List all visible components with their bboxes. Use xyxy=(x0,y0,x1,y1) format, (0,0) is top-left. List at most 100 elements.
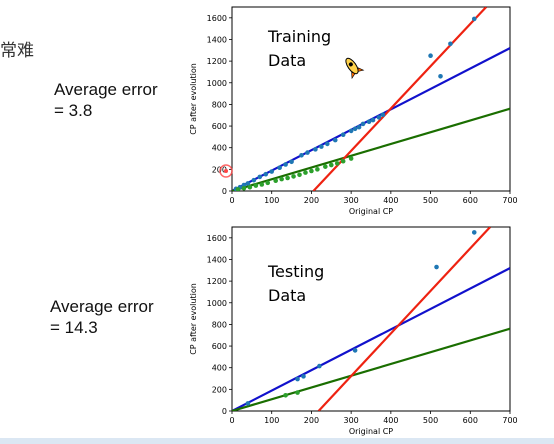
testing-error-label: Average error xyxy=(50,297,154,316)
testing-y-tick-label: 800 xyxy=(212,320,227,329)
training-series-2-point xyxy=(291,174,296,179)
training-series-2-point xyxy=(253,183,259,188)
testing-y-tick-label: 0 xyxy=(222,407,227,416)
training-series-2-point xyxy=(235,187,241,191)
training-series-2-point xyxy=(285,175,290,181)
rocket-pointer-icon xyxy=(345,57,365,80)
testing-x-tick-label: 400 xyxy=(383,416,398,425)
testing-y-tick-label: 600 xyxy=(212,342,227,351)
training-x-tick-label: 300 xyxy=(344,196,359,205)
training-x-axis-label: Original CP xyxy=(349,207,393,216)
testing-x-tick-label: 300 xyxy=(344,416,359,425)
training-series-1-point xyxy=(257,174,263,180)
testing-x-tick-label: 100 xyxy=(264,416,279,425)
training-series-2-point xyxy=(340,158,346,164)
testing-y-axis-label: CP after evolution xyxy=(189,283,198,355)
training-series-2-point xyxy=(323,164,328,169)
testing-y-tick-label: 1000 xyxy=(207,299,227,308)
training-x-tick-label: 700 xyxy=(502,196,517,205)
training-average-error: Average error = 3.8 xyxy=(54,79,158,121)
training-series-1-point xyxy=(277,165,282,171)
cjk-text-fragment: 常难 xyxy=(0,41,34,60)
training-series-1-point xyxy=(305,150,310,155)
testing-error-value: = 14.3 xyxy=(50,318,98,337)
training-y-tick-label: 1000 xyxy=(207,79,227,88)
training-y-tick-label: 600 xyxy=(212,122,227,131)
training-series-2-point xyxy=(297,172,302,178)
training-series-1-point xyxy=(283,162,288,167)
training-series-2-point xyxy=(273,178,278,184)
training-series-2-point xyxy=(309,168,314,174)
training-series-1-point xyxy=(299,152,304,158)
testing-series-2-point xyxy=(295,390,300,395)
training-series-1-point xyxy=(380,112,386,117)
training-series-1-point xyxy=(438,73,443,79)
training-series-1-point xyxy=(269,169,275,174)
testing-fit-line-1 xyxy=(232,267,510,411)
testing-series-1-point xyxy=(434,264,439,270)
testing-series-1-point xyxy=(295,376,300,382)
testing-fit-line-2 xyxy=(232,327,510,411)
testing-average-error: Average error = 14.3 xyxy=(50,296,154,338)
training-error-value: = 3.8 xyxy=(54,101,93,120)
testing-fit-line-3 xyxy=(317,227,491,411)
testing-y-tick-label: 200 xyxy=(212,385,227,394)
training-series-2-point xyxy=(315,167,320,172)
training-series-1-point xyxy=(376,115,382,120)
training-annotation-line-1: Training xyxy=(267,27,331,46)
training-series-1-point xyxy=(348,128,354,134)
training-y-tick-label: 400 xyxy=(212,144,227,153)
testing-series-1-point xyxy=(352,348,358,353)
training-series-1-point xyxy=(245,181,251,186)
training-x-tick-label: 400 xyxy=(383,196,398,205)
testing-series-1-point xyxy=(471,230,477,235)
testing-x-axis-label: Original CP xyxy=(349,427,393,436)
training-series-2-point xyxy=(265,180,271,186)
testing-y-tick-label: 400 xyxy=(212,364,227,373)
testing-x-tick-label: 0 xyxy=(229,416,234,425)
training-series-1-point xyxy=(352,126,358,132)
testing-x-tick-label: 600 xyxy=(463,416,478,425)
testing-series-1-point xyxy=(301,374,306,379)
training-series-2-point xyxy=(348,156,354,161)
training-series-1-point xyxy=(332,137,338,143)
training-x-tick-label: 600 xyxy=(463,196,478,205)
training-series-2-point xyxy=(328,162,334,168)
training-series-1-point xyxy=(366,119,372,125)
training-y-tick-label: 1200 xyxy=(207,57,227,66)
training-series-1-point xyxy=(289,159,294,165)
training-x-tick-label: 0 xyxy=(229,196,234,205)
cursor-marker-dot xyxy=(224,169,228,173)
training-series-2-point xyxy=(259,182,265,187)
training-y-tick-label: 800 xyxy=(212,100,227,109)
training-series-2-point xyxy=(303,170,308,175)
testing-plot-frame xyxy=(231,226,511,412)
training-y-axis-label: CP after evolution xyxy=(189,63,198,135)
training-error-label: Average error xyxy=(54,80,158,99)
training-x-tick-label: 100 xyxy=(264,196,279,205)
training-series-1-point xyxy=(319,144,324,149)
training-series-1-point xyxy=(263,171,269,177)
training-series-1-point xyxy=(241,182,247,188)
training-x-tick-label: 200 xyxy=(304,196,319,205)
testing-series-2-point xyxy=(283,393,288,398)
training-plot-frame xyxy=(231,6,511,192)
testing-x-tick-label: 700 xyxy=(502,416,517,425)
training-series-1-point xyxy=(325,141,330,147)
training-series-1-point xyxy=(340,132,346,138)
training-fit-line-2 xyxy=(232,107,510,191)
training-series-1-point xyxy=(313,147,318,152)
training-annotation-line-2: Data xyxy=(268,51,306,70)
training-series-2-point xyxy=(241,185,247,191)
training-series-1-point xyxy=(360,121,366,127)
testing-y-tick-label: 1200 xyxy=(207,277,227,286)
testing-y-tick-label: 1400 xyxy=(207,255,227,264)
training-series-2-point xyxy=(334,161,340,166)
testing-annotation-line-2: Data xyxy=(268,286,306,305)
training-y-tick-label: 0 xyxy=(222,187,227,196)
testing-annotation-line-1: Testing xyxy=(267,262,324,281)
training-series-1-point xyxy=(448,41,453,47)
training-series-1-point xyxy=(251,177,257,183)
training-y-tick-label: 1400 xyxy=(207,35,227,44)
